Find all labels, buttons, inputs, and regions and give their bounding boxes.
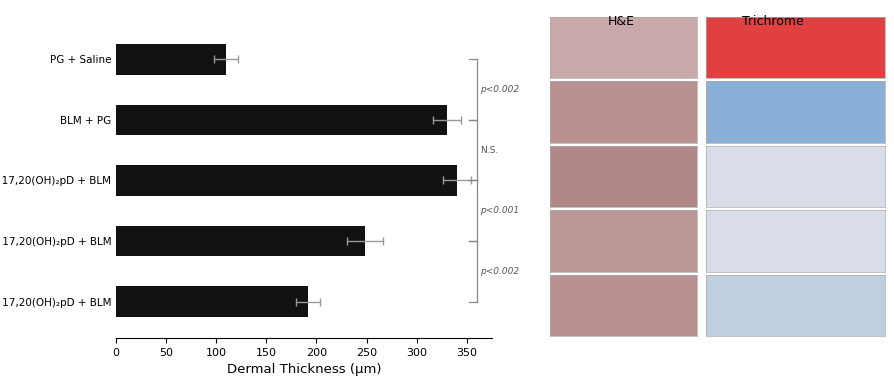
Text: N.S.: N.S. — [480, 146, 498, 155]
Bar — [116, 226, 365, 256]
Bar — [116, 105, 447, 135]
Text: p<0.001: p<0.001 — [480, 206, 519, 215]
Bar — [116, 286, 308, 317]
Text: H&E: H&E — [608, 15, 635, 28]
Bar — [116, 166, 457, 195]
Text: p<0.002: p<0.002 — [480, 85, 519, 94]
Bar — [116, 44, 226, 74]
X-axis label: Dermal Thickness (μm): Dermal Thickness (μm) — [227, 363, 381, 376]
Text: Trichrome: Trichrome — [742, 15, 805, 28]
Text: p<0.002: p<0.002 — [480, 267, 519, 276]
